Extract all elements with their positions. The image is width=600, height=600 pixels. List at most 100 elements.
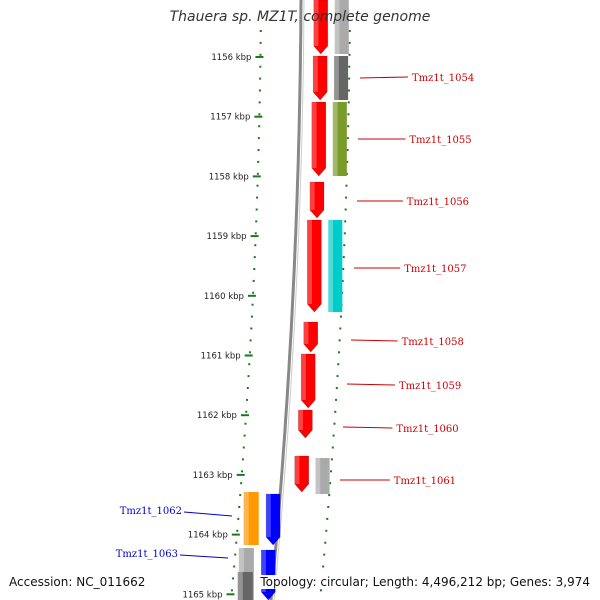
gene-labels: Tmz1t_1054 Tmz1t_1055 Tmz1t_1056 Tmz1t_1057…	[116, 73, 475, 560]
blue-arrow-shading	[266, 494, 271, 537]
cds-arrow	[298, 409, 313, 439]
cds-arrow-shading	[311, 102, 317, 168]
scale-label: 1162 kbp	[197, 411, 237, 421]
gene-label: Tmz1t_1060	[396, 424, 458, 435]
blue-arrow	[265, 493, 281, 546]
map-title: Thauera sp. MZ1T, complete genome	[169, 9, 431, 25]
minor-tick	[335, 387, 338, 389]
gene-leader-line	[359, 76, 409, 79]
gene-label: Tmz1t_1061	[394, 476, 456, 487]
grey-box-shading	[334, 0, 340, 54]
minor-tick	[250, 327, 253, 330]
minor-tick	[230, 589, 233, 592]
minor-tick	[256, 196, 259, 199]
minor-tick	[238, 506, 241, 508]
minor-tick	[258, 101, 261, 104]
minor-tick	[255, 208, 258, 211]
cds-arrow	[294, 455, 310, 493]
minor-tick	[253, 268, 256, 270]
cyan-box	[328, 220, 343, 312]
cds-arrow-shading	[309, 182, 315, 210]
gene-leader-line	[183, 511, 233, 517]
minor-tick	[347, 89, 350, 92]
minor-tick	[259, 77, 262, 80]
cds-arrow	[300, 353, 316, 409]
outer-scale-ticks	[319, 30, 351, 592]
minor-tick	[250, 315, 253, 318]
minor-tick	[237, 517, 240, 520]
minor-tick	[258, 113, 261, 116]
minor-tick	[241, 458, 244, 461]
cds-arrow-shading	[298, 410, 304, 430]
minor-tick	[338, 339, 341, 342]
minor-tick	[259, 53, 262, 56]
cds-arrow-shading	[301, 354, 306, 400]
gene-leader-line	[179, 554, 229, 559]
minor-tick	[259, 41, 262, 44]
minor-tick	[327, 506, 330, 508]
minor-tick	[348, 65, 351, 68]
minor-tick	[247, 375, 250, 378]
minor-tick	[348, 53, 351, 56]
minor-tick	[328, 494, 331, 497]
dark-grey-box	[334, 56, 349, 100]
dark-grey-box-shading	[237, 572, 243, 600]
cds-arrow-shading	[307, 220, 312, 304]
gene-label: Tmz1t_1054	[412, 73, 474, 84]
minor-tick	[246, 387, 249, 389]
minor-tick	[253, 256, 256, 259]
minor-tick	[334, 410, 337, 413]
scale-label: 1164 kbp	[188, 531, 228, 541]
minor-tick	[347, 101, 350, 104]
cds-arrow-shading	[313, 56, 318, 92]
minor-tick	[330, 470, 333, 473]
gene-label: Tmz1t_1063	[116, 549, 178, 560]
gene-label: Tmz1t_1056	[407, 197, 469, 208]
minor-tick	[329, 482, 332, 485]
cds-arrow	[309, 181, 325, 219]
minor-tick	[239, 494, 242, 497]
olive-box	[332, 102, 347, 176]
minor-tick	[343, 244, 346, 247]
minor-tick	[347, 113, 350, 116]
backbone-highlight	[273, 0, 305, 600]
scale-label: 1158 kbp	[209, 172, 249, 182]
cds-arrow	[307, 219, 322, 313]
minor-tick	[344, 208, 347, 211]
scale-label: 1157 kbp	[210, 113, 250, 123]
minor-tick	[326, 517, 329, 520]
minor-tick	[252, 291, 255, 294]
genome-summary-text: Topology: circular; Length: 4,496,212 bp…	[258, 575, 592, 589]
minor-tick	[331, 446, 334, 449]
minor-tick	[257, 160, 260, 163]
minor-tick	[244, 422, 247, 425]
minor-tick	[345, 196, 348, 199]
minor-tick	[345, 172, 348, 175]
minor-tick	[254, 232, 257, 235]
minor-tick	[325, 529, 328, 532]
gene-label: Tmz1t_1062	[120, 506, 182, 517]
minor-tick	[258, 125, 261, 128]
minor-tick	[258, 89, 261, 92]
minor-tick	[332, 434, 335, 437]
gene-label: Tmz1t_1059	[399, 381, 461, 392]
minor-tick	[245, 410, 248, 413]
minor-tick	[251, 303, 254, 306]
minor-tick	[236, 529, 239, 532]
minor-tick	[330, 458, 333, 461]
grey-box-shading	[315, 458, 321, 494]
minor-tick	[336, 375, 339, 378]
gene-label: Tmz1t_1058	[402, 337, 464, 348]
scale-label: 1156 kbp	[211, 53, 251, 63]
minor-tick	[342, 268, 345, 270]
minor-tick	[346, 137, 349, 140]
minor-tick	[257, 137, 260, 140]
orange-box	[243, 492, 259, 545]
minor-tick	[248, 351, 251, 354]
minor-tick	[337, 363, 340, 366]
cds-arrow-shading	[294, 456, 300, 484]
orange-box-shading	[243, 492, 249, 545]
minor-tick	[257, 149, 260, 151]
scale-label: 1161 kbp	[201, 352, 241, 362]
